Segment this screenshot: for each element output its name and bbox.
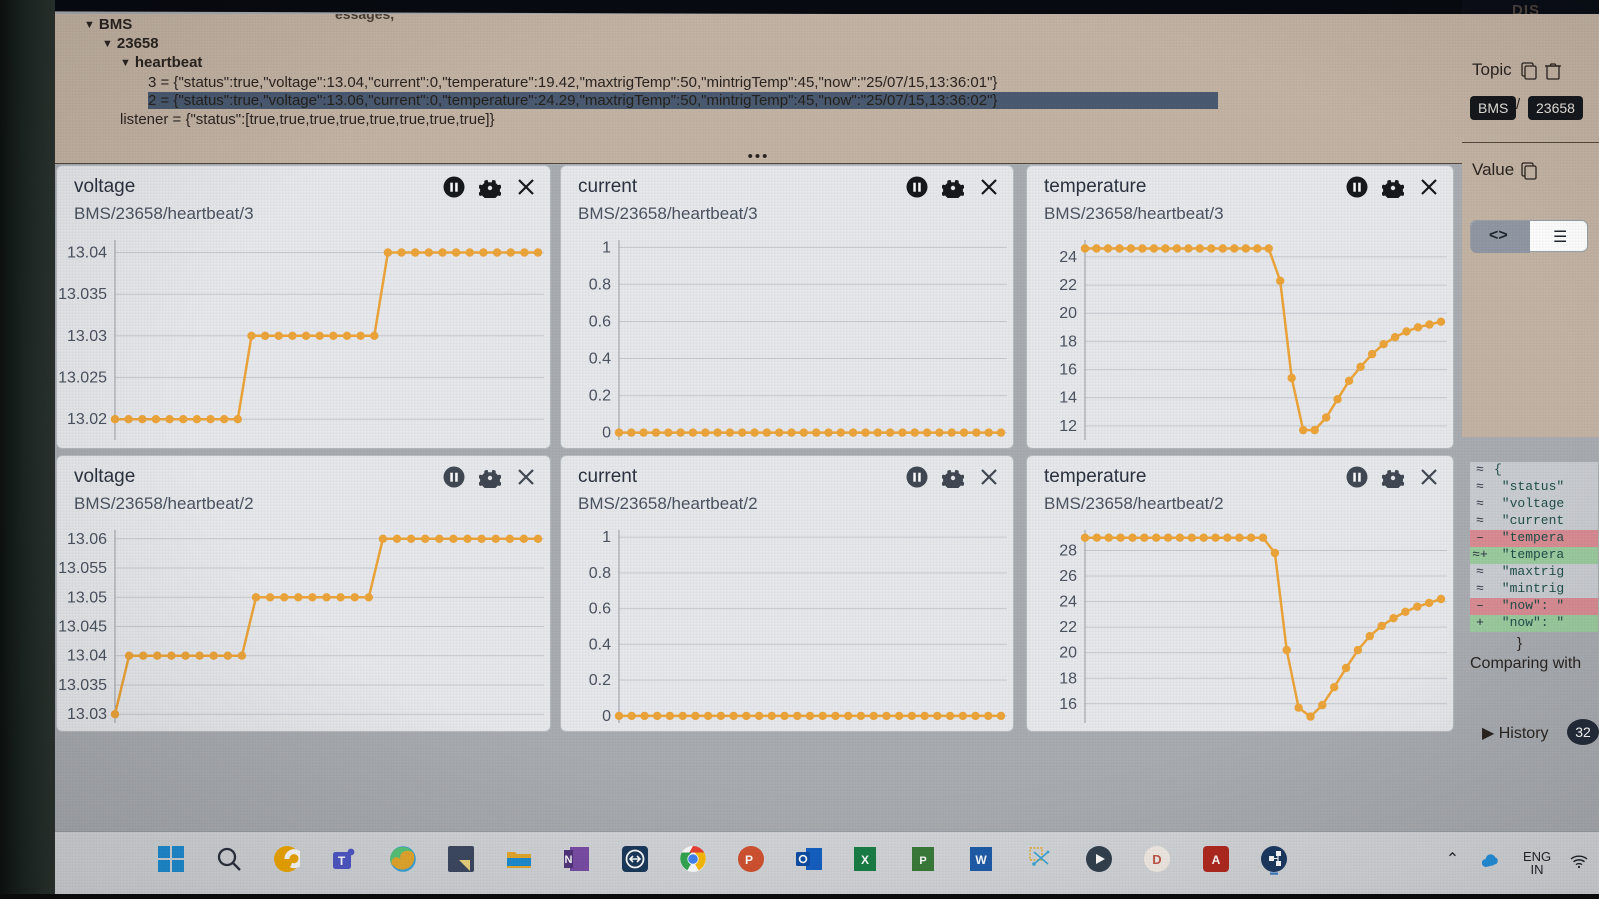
svg-text:N: N [565,854,573,866]
svg-text:20: 20 [1059,305,1077,322]
svg-text:0.4: 0.4 [589,636,611,653]
svg-text:P: P [745,853,753,867]
svg-text:18: 18 [1059,333,1077,350]
svg-text:0.8: 0.8 [589,565,611,582]
svg-text:13.055: 13.055 [58,560,107,577]
svg-text:13.035: 13.035 [58,286,107,303]
svg-text:X: X [861,853,869,867]
svg-text:A: A [1212,853,1221,867]
svg-text:14: 14 [1059,390,1077,407]
svg-text:12: 12 [1059,418,1077,435]
svg-text:13.02: 13.02 [67,411,107,428]
svg-text:0.2: 0.2 [589,672,611,689]
svg-text:13.035: 13.035 [58,677,107,694]
svg-text:16: 16 [1059,362,1077,379]
svg-text:22: 22 [1059,619,1077,636]
svg-text:P: P [919,855,926,867]
svg-text:1: 1 [602,529,611,546]
svg-text:T: T [338,854,346,868]
svg-text:0.2: 0.2 [589,388,611,405]
svg-text:D: D [1152,852,1161,867]
svg-text:1: 1 [602,239,611,256]
svg-text:13.04: 13.04 [67,245,107,262]
svg-text:0: 0 [602,708,611,725]
svg-text:W: W [975,853,987,867]
svg-text:24: 24 [1059,249,1077,266]
svg-text:13.045: 13.045 [58,619,107,636]
svg-text:13.03: 13.03 [67,706,107,723]
svg-text:26: 26 [1059,568,1077,585]
svg-text:13.06: 13.06 [67,531,107,548]
svg-text:24: 24 [1059,594,1077,611]
svg-text:22: 22 [1059,277,1077,294]
svg-text:16: 16 [1059,696,1077,713]
svg-text:13.05: 13.05 [67,589,107,606]
svg-text:20: 20 [1059,645,1077,662]
svg-text:0.8: 0.8 [589,276,611,293]
svg-text:0.6: 0.6 [589,601,611,618]
svg-text:13.03: 13.03 [67,328,107,345]
svg-text:13.04: 13.04 [67,648,107,665]
svg-text:13.025: 13.025 [58,370,107,387]
svg-text:28: 28 [1059,543,1077,560]
svg-text:0: 0 [602,425,611,442]
svg-text:32: 32 [1575,724,1591,740]
svg-text:18: 18 [1059,670,1077,687]
svg-text:0.6: 0.6 [589,314,611,331]
svg-text:0.4: 0.4 [589,351,611,368]
